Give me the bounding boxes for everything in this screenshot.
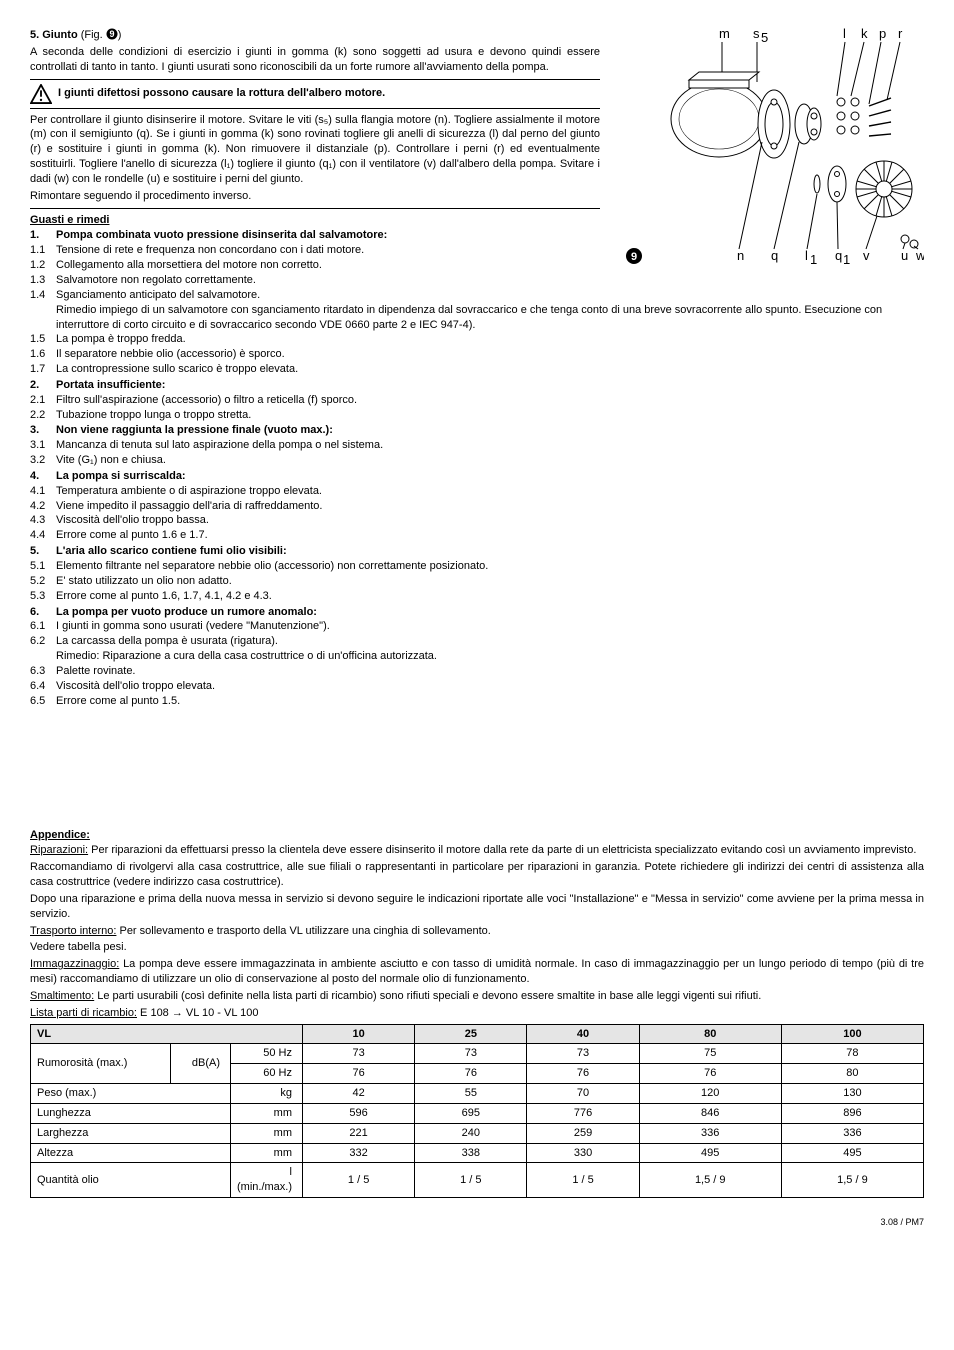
th-vl: VL (31, 1024, 303, 1044)
svg-text:k: k (861, 26, 868, 41)
warning-row: I giunti difettosi possono causare la ro… (30, 84, 600, 104)
svg-text:p: p (879, 26, 886, 41)
appendix: Appendice: Riparazioni: Per riparazioni … (30, 828, 924, 1020)
smaltimento: Smaltimento: Le parti usurabili (così de… (30, 989, 924, 1004)
svg-text:q: q (771, 248, 778, 263)
list-item: 1.1Tensione di rete e frequenza non conc… (30, 243, 600, 258)
list-item: 6.2La carcassa della pompa è usurata (ri… (30, 634, 924, 649)
list-item: 5.3Errore come al punto 1.6, 1.7, 4.1, 4… (30, 589, 924, 604)
list-item: 1.2Collegamento alla morsettiera del mot… (30, 258, 600, 273)
list-item: 5.1Elemento filtrante nel separatore neb… (30, 559, 924, 574)
s5-title: 5. Giunto (30, 29, 78, 41)
s5-p2: Per controllare il giunto disinserire il… (30, 113, 600, 187)
guasti-list-wide: Rimedio impiego di un salvamotore con sg… (30, 303, 924, 709)
rule-2 (30, 108, 600, 109)
list-item: Rimedio: Riparazione a cura della casa c… (30, 649, 924, 664)
svg-text:l: l (843, 26, 846, 41)
top-section: 5. Giunto (Fig. 9) A seconda delle condi… (30, 28, 924, 303)
trasporto-2: Vedere tabella pesi. (30, 940, 924, 955)
th-25: 25 (415, 1024, 527, 1044)
s5-p1: A seconda delle condizioni di esercizio … (30, 45, 600, 75)
list-item: 1.3Salvamotore non regolato correttament… (30, 273, 600, 288)
list-item: 2.2Tubazione troppo lunga o troppo stret… (30, 408, 924, 423)
list-item: 6.La pompa per vuoto produce un rumore a… (30, 605, 924, 620)
list-item: 6.4Viscosità dell'olio troppo elevata. (30, 679, 924, 694)
list-item: 6.3Palette rovinate. (30, 664, 924, 679)
th-10: 10 (303, 1024, 415, 1044)
th-40: 40 (527, 1024, 639, 1044)
table-body: Rumorosità (max.)dB(A)50 Hz737373757860 … (31, 1044, 924, 1198)
list-item: 5.L'aria allo scarico contiene fumi olio… (30, 544, 924, 559)
list-item: 4.3Viscosità dell'olio troppo bassa. (30, 513, 924, 528)
list-item: 1.4Sganciamento anticipato del salvamoto… (30, 288, 600, 303)
list-item: 2.Portata insufficiente: (30, 378, 924, 393)
svg-text:q: q (835, 248, 842, 263)
guasti-head: Guasti e rimedi (30, 213, 600, 228)
list-item: 3.1Mancanza di tenuta sul lato aspirazio… (30, 438, 924, 453)
list-item: 2.1Filtro sull'aspirazione (accessorio) … (30, 393, 924, 408)
svg-text:u: u (901, 248, 908, 263)
svg-text:m: m (719, 26, 730, 41)
list-item: 4.1Temperatura ambiente o di aspirazione… (30, 484, 924, 499)
section5-head: 5. Giunto (Fig. 9) (30, 28, 600, 43)
svg-text:s: s (753, 26, 760, 41)
left-column: 5. Giunto (Fig. 9) A seconda delle condi… (30, 28, 600, 303)
table-head-row: VL 10 25 40 80 100 (31, 1024, 924, 1044)
list-item: 1.7La contropressione sullo scarico è tr… (30, 362, 924, 377)
list-item: 3.2Vite (G₁) non e chiusa. (30, 453, 924, 468)
svg-text:n: n (737, 248, 744, 263)
warning-triangle-icon (30, 84, 52, 104)
svg-text:1: 1 (843, 252, 850, 267)
list-item: 1.6Il separatore nebbie olio (accessorio… (30, 347, 924, 362)
svg-text:v: v (863, 248, 870, 263)
svg-text:1: 1 (810, 252, 817, 267)
list-item: 4.La pompa si surriscalda: (30, 469, 924, 484)
riparazioni-2: Raccomandiamo di rivolgervi alla casa co… (30, 860, 924, 890)
riparazioni: Riparazioni: Per riparazioni da effettua… (30, 843, 924, 858)
th-100: 100 (781, 1024, 923, 1044)
list-item: 3.Non viene raggiunta la pressione final… (30, 423, 924, 438)
rule-3 (30, 208, 600, 209)
svg-text:w: w (915, 248, 924, 263)
s5-p3: Rimontare seguendo il procedimento inver… (30, 189, 600, 204)
svg-text:r: r (898, 26, 903, 41)
list-item: 6.5Errore come al punto 1.5. (30, 694, 924, 709)
spec-table: VL 10 25 40 80 100 Rumorosità (max.)dB(A… (30, 1024, 924, 1199)
list-item: 6.1I giunti in gomma sono usurati (veder… (30, 619, 924, 634)
svg-text:l: l (805, 248, 808, 263)
svg-text:9: 9 (631, 251, 637, 263)
list-item: 5.2E' stato utilizzato un olio non adatt… (30, 574, 924, 589)
figure-9: m s5 l k p r (619, 24, 924, 274)
guasti-list-narrow: 1.Pompa combinata vuoto pressione disins… (30, 228, 600, 302)
trasporto: Trasporto interno: Per sollevamento e tr… (30, 924, 924, 939)
lista-ricambio: Lista parti di ricambio: E 108 → VL 10 -… (30, 1006, 924, 1021)
page-footer: 3.08 / PM7 (30, 1216, 924, 1228)
appendix-head: Appendice: (30, 828, 924, 843)
list-item: 1.5La pompa è troppo fredda. (30, 332, 924, 347)
svg-text:9: 9 (109, 29, 114, 39)
svg-text:5: 5 (761, 30, 768, 45)
list-item: 4.2Viene impedito il passaggio dell'aria… (30, 499, 924, 514)
list-item: 4.4Errore come al punto 1.6 e 1.7. (30, 528, 924, 543)
immagazzinaggio: Immagazzinaggio: La pompa deve essere im… (30, 957, 924, 987)
riparazioni-3: Dopo una riparazione e prima della nuova… (30, 892, 924, 922)
rule-1 (30, 79, 600, 80)
th-80: 80 (639, 1024, 781, 1044)
list-item: Rimedio impiego di un salvamotore con sg… (30, 303, 924, 333)
list-item: 1.Pompa combinata vuoto pressione disins… (30, 228, 600, 243)
warning-text: I giunti difettosi possono causare la ro… (58, 86, 385, 101)
